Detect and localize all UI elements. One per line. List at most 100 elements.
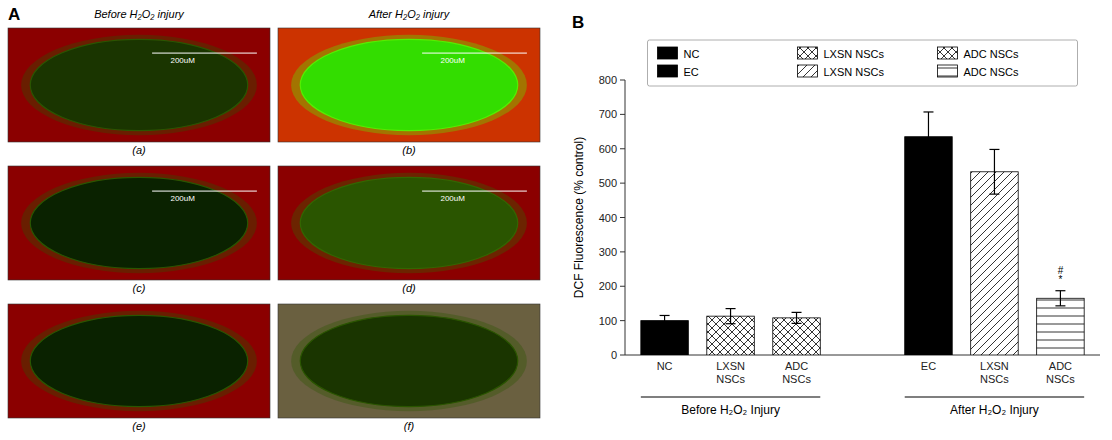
cell-label: (b) (402, 144, 416, 156)
cell-halo (21, 311, 257, 411)
y-axis: 0100200300400500600700800 (599, 74, 625, 361)
y-tick (620, 183, 625, 184)
cell-label: (f) (404, 420, 415, 432)
x-tick-label: NC (657, 360, 673, 372)
y-tick (620, 148, 625, 149)
error-cap (1055, 305, 1065, 306)
y-tick (620, 251, 625, 252)
cell-ellipse (30, 315, 247, 406)
cell-label: (c) (133, 282, 146, 294)
y-tick-label: 700 (599, 108, 617, 120)
image-cell: 200uM (d) (278, 166, 540, 294)
legend-label: LXSN NSCs (824, 66, 885, 78)
error-cap (1055, 290, 1065, 291)
legend-label: NC (684, 48, 700, 60)
cell-background (278, 28, 540, 142)
legend-swatch (798, 65, 818, 77)
error-line (664, 315, 665, 325)
y-tick-label: 200 (599, 280, 617, 292)
bar (971, 172, 1019, 355)
y-tick-label: 400 (599, 212, 617, 224)
error-cap (660, 315, 670, 316)
cell-background (278, 304, 540, 418)
y-tick (620, 355, 625, 356)
y-tick (620, 286, 625, 287)
bar (773, 318, 821, 355)
y-tick-label: 500 (599, 177, 617, 189)
error-cap (792, 312, 802, 313)
x-tick-label: EC (921, 360, 936, 372)
cell-halo (291, 35, 527, 135)
cell-halo (21, 173, 257, 273)
x-tick-label-line: NSCs (782, 373, 811, 385)
y-tick-label: 800 (599, 74, 617, 86)
y-tick-label: 0 (611, 349, 617, 361)
error-line (1060, 291, 1061, 306)
x-tick-label-line: NC (657, 360, 673, 372)
scale-bar-label: 200uM (440, 194, 465, 203)
cell-halo (21, 35, 257, 135)
cell-background (8, 304, 270, 418)
x-tick-label-line: LXSN (716, 360, 745, 372)
error-cap (923, 161, 933, 162)
error-cap (989, 194, 999, 195)
scale-bar-label: 200uM (170, 194, 195, 203)
error-line (994, 149, 995, 194)
image-cell: 200uM (a) (8, 28, 270, 156)
bar (905, 137, 953, 355)
error-line (928, 112, 929, 162)
y-axis-label: DCF Fluorescence (% control) (572, 137, 586, 298)
y-tick (620, 80, 625, 81)
x-tick-label: ADCNSCs (782, 360, 811, 385)
scale-bar-label: 200uM (440, 56, 465, 65)
x-tick-label: ADCNSCs (1046, 360, 1075, 385)
group-label: Before H₂O₂ Injury (681, 403, 780, 417)
x-tick-label: LXSNNSCs (716, 360, 745, 385)
group-bracket (905, 396, 1084, 397)
bar (641, 321, 689, 355)
bar (1037, 298, 1085, 355)
scale-bar (152, 191, 257, 192)
x-tick-label-line: NSCs (716, 373, 745, 385)
error-bar (726, 309, 736, 324)
panel-title: B (572, 13, 584, 32)
cell-ellipse (300, 315, 517, 406)
cell-label: (e) (132, 420, 146, 432)
x-tick-label-line: EC (921, 360, 936, 372)
error-bar (1055, 291, 1065, 306)
y-tick-label: 300 (599, 246, 617, 258)
y-tick-label: 100 (599, 315, 617, 327)
cell-label: (a) (132, 144, 146, 156)
cell-background (278, 166, 540, 280)
error-line (730, 309, 731, 324)
x-tick-label-line: LXSN (980, 360, 1009, 372)
cell-label: (d) (402, 282, 416, 294)
scale-bar-label: 200uM (170, 56, 195, 65)
error-bar (989, 149, 999, 194)
error-bar (660, 315, 670, 325)
image-cell: (e) (8, 304, 270, 432)
column-title: After H₂O₂ injury (368, 8, 451, 20)
panel-a: A Before H₂O₂ injury After H₂O₂ injury 200u… (8, 5, 540, 432)
y-tick (620, 320, 625, 321)
legend-swatch (938, 47, 958, 59)
cell-background (8, 28, 270, 142)
legend-label: LXSN NSCs (824, 48, 885, 60)
x-axis-line (625, 355, 1100, 356)
x-tick-label-line: ADC (785, 360, 808, 372)
legend-box (648, 40, 1078, 86)
panel-title: A (8, 5, 20, 24)
x-tick-label: LXSNNSCs (980, 360, 1009, 385)
error-cap (923, 111, 933, 112)
cell-halo (291, 311, 527, 411)
scale-bar (422, 53, 527, 54)
legend-label: EC (684, 66, 699, 78)
image-cell: 200uM (b) (278, 28, 540, 156)
error-cap (726, 323, 736, 324)
cell-background (8, 166, 270, 280)
error-bar (923, 112, 933, 162)
annotation: * (1058, 274, 1062, 285)
error-cap (726, 308, 736, 309)
error-line (796, 312, 797, 323)
column-title: Before H₂O₂ injury (94, 8, 185, 20)
